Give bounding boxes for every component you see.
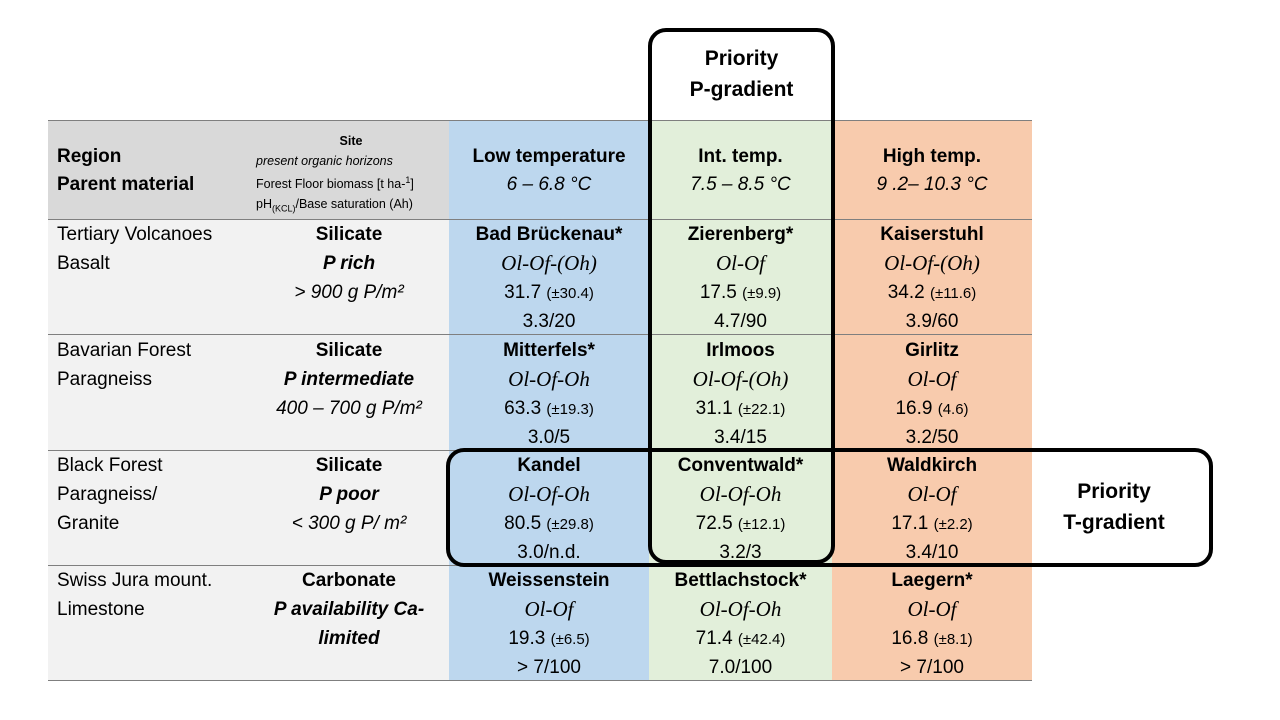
row2-high-ph: 3.2/50 — [905, 427, 959, 448]
site-girlitz: Girlitz — [905, 340, 959, 361]
site-zierenberg: Zierenberg* — [687, 224, 794, 245]
row3-parent-material: Paragneiss/ — [57, 484, 158, 505]
row4-int-biomass: 71.4 (±42.4) — [695, 628, 786, 649]
rule-header — [48, 219, 1032, 220]
rule-bottom — [48, 680, 1032, 681]
int-temp-range: 7.5 – 8.5 °C — [690, 174, 791, 195]
row3-p-status: P poor — [319, 484, 379, 505]
row4-high-horizons: Ol-Of — [907, 597, 957, 621]
site-waldkirch: Waldkirch — [886, 455, 978, 476]
site-header: Site present organic horizons Forest Flo… — [256, 132, 446, 219]
row3-high-biomass: 17.1 (±2.2) — [891, 513, 973, 534]
row3-low-horizons: Ol-Of-Oh — [508, 482, 590, 506]
row1-high-horizons: Ol-Of-(Oh) — [884, 251, 980, 275]
row2-region: Bavarian Forest — [57, 340, 192, 361]
row3-int-biomass: 72.5 (±12.1) — [695, 513, 786, 534]
low-temp-header: Low temperature — [472, 146, 626, 167]
site-ph: pH(KCL)/Base saturation (Ah) — [256, 196, 413, 214]
row1-p-amount: > 900 g P/m² — [294, 282, 404, 303]
low-temp-column — [449, 120, 649, 681]
priority-p-gradient-box — [648, 28, 835, 564]
row2-low-biomass: 63.3 (±19.3) — [504, 398, 594, 419]
row3-low-biomass: 80.5 (±29.8) — [504, 513, 594, 534]
row3-high-ph: 3.4/10 — [905, 542, 959, 563]
row4-low-ph: > 7/100 — [517, 657, 581, 678]
site-kaiserstuhl: Kaiserstuhl — [880, 224, 984, 245]
row2-high-biomass: 16.9 (4.6) — [895, 398, 969, 419]
row4-low-biomass: 19.3 (±6.5) — [508, 628, 590, 649]
site-weissenstein: Weissenstein — [488, 570, 610, 591]
site-conventwald: Conventwald* — [677, 455, 804, 476]
row3-int-ph: 3.2/3 — [719, 542, 762, 563]
row1-site-type: Silicate — [315, 224, 383, 245]
site-bettlachstock: Bettlachstock* — [674, 570, 807, 591]
site-laegern: Laegern* — [891, 570, 973, 591]
high-temp-column — [832, 120, 1032, 681]
row4-p-status-2: limited — [318, 628, 380, 649]
row2-parent-material: Paragneiss — [57, 369, 153, 390]
row4-low-horizons: Ol-Of — [524, 597, 574, 621]
row4-int-ph: 7.0/100 — [708, 657, 773, 678]
row2-int-horizons: Ol-Of-(Oh) — [692, 367, 789, 391]
row1-high-ph: 3.9/60 — [905, 311, 959, 332]
priority-t-gradient-box — [446, 448, 1213, 567]
row2-high-horizons: Ol-Of — [907, 367, 957, 391]
row1-low-biomass: 31.7 (±30.4) — [504, 282, 594, 303]
site-irlmoos: Irlmoos — [706, 340, 775, 361]
row4-p-status: P availability Ca- — [273, 599, 425, 620]
row2-int-biomass: 31.1 (±22.1) — [695, 398, 786, 419]
row2-p-amount: 400 – 700 g P/m² — [276, 398, 422, 419]
site-kandel: Kandel — [517, 455, 581, 476]
site-title: Site — [339, 134, 363, 148]
int-temp-column — [649, 120, 832, 681]
priority-t-label: Priority T-gradient — [1063, 480, 1165, 534]
rule-top — [48, 120, 1032, 121]
region-header: Region — [57, 146, 122, 167]
row1-high-biomass: 34.2 (±11.6) — [887, 282, 977, 303]
row1-low-ph: 3.3/20 — [522, 311, 576, 332]
row1-parent-material: Basalt — [57, 253, 110, 274]
header-background — [48, 120, 449, 219]
row3-site-type: Silicate — [315, 455, 383, 476]
row4-high-ph: > 7/100 — [900, 657, 964, 678]
site-mitterfels: Mitterfels* — [503, 340, 595, 361]
row1-region: Tertiary Volcanoes — [57, 224, 213, 245]
site-biomass: Forest Floor biomass [t ha-1] — [256, 175, 414, 192]
row1-p-status: P rich — [322, 253, 376, 274]
row4-parent-material: Limestone — [57, 599, 145, 620]
row2-int-ph: 3.4/15 — [714, 427, 767, 448]
priority-p-label: Priority P-gradient — [689, 47, 794, 101]
row4-site-type: Carbonate — [302, 570, 396, 591]
row1-int-ph: 4.7/90 — [714, 311, 767, 332]
row1-int-biomass: 17.5 (±9.9) — [699, 282, 782, 303]
row4-int-horizons: Ol-Of-Oh — [699, 597, 782, 621]
row3-parent-material-2: Granite — [57, 513, 120, 534]
row2-p-status: P intermediate — [283, 369, 415, 390]
row4-high-biomass: 16.8 (±8.1) — [891, 628, 973, 649]
row3-high-horizons: Ol-Of — [907, 482, 957, 506]
row2-low-horizons: Ol-Of-Oh — [508, 367, 590, 391]
low-temp-range: 6 – 6.8 °C — [506, 174, 592, 195]
rule-row-1 — [48, 334, 1032, 335]
row3-int-horizons: Ol-Of-Oh — [699, 482, 782, 506]
high-temp-range: 9 .2– 10.3 °C — [876, 174, 988, 195]
int-temp-header: Int. temp. — [698, 146, 783, 167]
row4-region: Swiss Jura mount. — [57, 570, 213, 591]
row2-low-ph: 3.0/5 — [527, 427, 571, 448]
row3-region: Black Forest — [57, 455, 163, 476]
row1-low-horizons: Ol-Of-(Oh) — [501, 251, 597, 275]
site-bad-brueckenau: Bad Brückenau* — [475, 224, 623, 245]
high-temp-header: High temp. — [882, 146, 982, 167]
parent-material-header: Parent material — [57, 174, 195, 195]
row1-int-horizons: Ol-Of — [716, 251, 765, 275]
row3-low-ph: 3.0/n.d. — [517, 542, 581, 563]
site-organic-horizons: present organic horizons — [256, 153, 393, 168]
row2-site-type: Silicate — [315, 340, 383, 361]
row3-p-amount: < 300 g P/ m² — [291, 513, 407, 534]
